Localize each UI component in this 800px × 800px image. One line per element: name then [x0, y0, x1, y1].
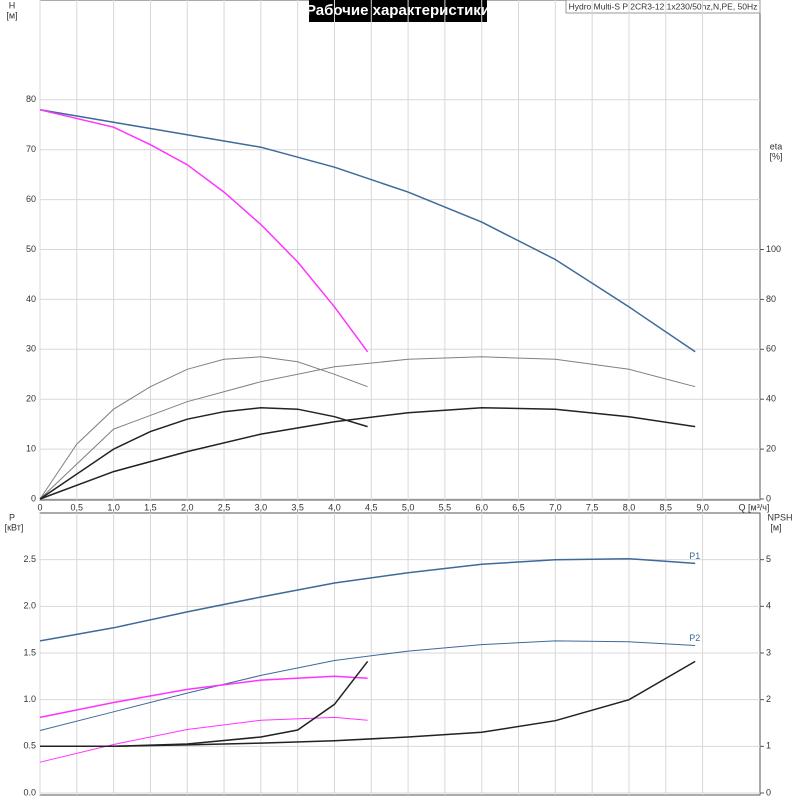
x-tick-label: 0	[37, 502, 42, 512]
x-tick-label: 2,0	[181, 502, 194, 512]
x-tick-label: 3,5	[291, 502, 304, 512]
x-tick-label: 4,5	[365, 502, 378, 512]
y2-tick-label: 0	[766, 493, 771, 503]
x-tick-label: 7,5	[586, 502, 599, 512]
y2-tick-label: 20	[766, 443, 776, 453]
y-axis-label: P	[9, 512, 15, 522]
y2-axis-unit: [%]	[769, 151, 782, 161]
y2-tick-label: 40	[766, 394, 776, 404]
series-label: P2	[689, 633, 700, 643]
y-tick-label: 80	[26, 94, 36, 104]
bottom-frame	[39, 512, 761, 796]
series-line	[39, 716, 368, 763]
y2-axis-unit: [м]	[770, 522, 781, 532]
y-tick-label: 2.0	[23, 601, 36, 611]
series-label: P1	[689, 551, 700, 561]
x-tick-label: 5,0	[402, 502, 415, 512]
y2-tick-label: 2	[766, 694, 771, 704]
x-tick-label: 8,0	[623, 502, 636, 512]
y2-tick-label: 100	[766, 244, 781, 254]
y-axis-label: H	[9, 0, 16, 10]
y-tick-label: 40	[26, 294, 36, 304]
y2-axis-label: NPSH	[767, 512, 792, 522]
x-tick-label: 1,5	[144, 502, 157, 512]
y-tick-label: 1.5	[23, 647, 36, 657]
y-tick-label: 20	[26, 394, 36, 404]
y2-tick-label: 0	[766, 787, 771, 797]
title-box	[309, 0, 487, 22]
y2-tick-label: 5	[766, 554, 771, 564]
y2-tick-label: 1	[766, 741, 771, 751]
chart-subtitle: Hydro Multi-S P 2CR3-12 1x230/50hz,N,PE,…	[569, 1, 758, 11]
y-axis-unit: [м]	[6, 10, 17, 20]
series-line	[39, 640, 696, 731]
y-tick-label: 10	[26, 443, 36, 453]
chart-title: Рабочие характеристики	[306, 2, 490, 19]
subtitle-box	[565, 0, 761, 14]
x-tick-label: 5,5	[439, 502, 452, 512]
x-tick-label: 9,0	[696, 502, 709, 512]
series-line	[39, 109, 696, 353]
x-tick-label: 1,0	[107, 502, 120, 512]
series-line	[39, 109, 369, 353]
y2-tick-label: 60	[766, 344, 776, 354]
y-tick-label: 0.0	[23, 787, 36, 797]
series-line	[39, 356, 696, 500]
series-line	[40, 660, 696, 748]
y-tick-label: 60	[26, 194, 36, 204]
y-tick-label: 1.0	[23, 694, 36, 704]
x-tick-label: 7,0	[549, 502, 562, 512]
y-tick-label: 30	[26, 344, 36, 354]
y2-tick-label: 80	[766, 294, 776, 304]
x-tick-label: 6,5	[512, 502, 525, 512]
x-tick-label: 2,5	[218, 502, 231, 512]
y-tick-label: 0.5	[23, 741, 36, 751]
y-tick-label: 70	[26, 144, 36, 154]
y2-axis-label: eta	[770, 141, 783, 151]
y2-tick-label: 4	[766, 601, 771, 611]
series-line	[40, 660, 369, 748]
y-axis-unit: [кВт]	[5, 522, 24, 532]
x-tick-label: 0,5	[71, 502, 84, 512]
x-tick-label: 6,0	[475, 502, 488, 512]
x-tick-label: 8,5	[660, 502, 673, 512]
series-line	[39, 406, 696, 500]
y-tick-label: 0	[31, 493, 36, 503]
y-tick-label: 2.5	[23, 554, 36, 564]
series-line	[39, 406, 368, 500]
series-line	[39, 557, 696, 642]
y-tick-label: 50	[26, 244, 36, 254]
series-line	[39, 675, 368, 719]
x-axis-label: Q [м³/ч]	[739, 502, 770, 512]
series-line	[39, 356, 368, 500]
y2-tick-label: 3	[766, 647, 771, 657]
x-tick-label: 3,0	[255, 502, 268, 512]
x-tick-label: 4,0	[328, 502, 341, 512]
